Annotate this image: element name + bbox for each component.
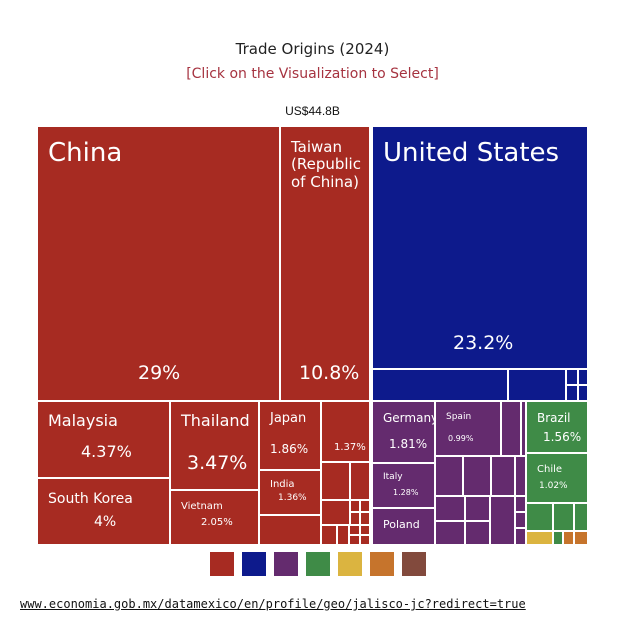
legend-swatch-other[interactable] <box>402 552 426 576</box>
cell-label: Malaysia <box>48 411 118 430</box>
cell-share: 2.05% <box>201 517 233 528</box>
select-instruction[interactable]: [Click on the Visualization to Select] <box>186 66 439 82</box>
treemap-cell[interactable] <box>553 503 574 531</box>
legend <box>210 552 426 576</box>
treemap-cell[interactable] <box>435 496 465 521</box>
treemap-cell-united-states[interactable]: United States 23.2% <box>372 126 588 369</box>
cell-label: Thailand <box>181 411 250 430</box>
treemap-cell[interactable] <box>350 462 370 500</box>
treemap-cell[interactable] <box>501 401 521 456</box>
treemap-cell[interactable] <box>321 462 350 500</box>
treemap-cell[interactable] <box>435 521 465 545</box>
cell-label: Germany <box>383 411 439 425</box>
treemap-cell[interactable] <box>360 535 370 545</box>
treemap-cell-poland[interactable]: Poland <box>372 508 435 545</box>
treemap-cell-vietnam[interactable]: Vietnam 2.05% <box>170 490 259 545</box>
treemap-cell[interactable] <box>435 456 463 496</box>
legend-swatch-africa[interactable] <box>370 552 394 576</box>
treemap-cell[interactable] <box>491 456 515 496</box>
treemap-cell[interactable] <box>578 385 588 401</box>
treemap-cell-south-korea[interactable]: South Korea 4% <box>37 478 170 545</box>
treemap-cell[interactable] <box>526 531 553 545</box>
treemap-cell-spain[interactable]: Spain 0.99% <box>435 401 501 456</box>
treemap-cell[interactable] <box>521 401 526 456</box>
cell-share: 1.36% <box>278 493 307 503</box>
treemap-cell[interactable] <box>360 512 370 525</box>
treemap-cell-chile[interactable]: Chile 1.02% <box>526 453 588 503</box>
cell-label: India <box>270 479 295 490</box>
cell-share: 23.2% <box>453 332 514 354</box>
treemap-cell[interactable] <box>463 456 491 496</box>
cell-label: Poland <box>383 518 420 531</box>
cell-share: 1.56% <box>543 430 582 444</box>
cell-share: 10.8% <box>299 362 360 384</box>
treemap-cell[interactable] <box>508 369 566 401</box>
legend-swatch-asia[interactable] <box>210 552 234 576</box>
treemap-cell[interactable] <box>259 515 321 545</box>
cell-label: Taiwan (Republic of China) <box>291 138 361 191</box>
treemap-cell[interactable] <box>350 500 360 512</box>
treemap-cell[interactable] <box>490 496 515 545</box>
treemap-cell[interactable] <box>465 521 490 545</box>
cell-label: China <box>48 138 123 168</box>
treemap-cell[interactable] <box>337 525 349 545</box>
cell-share: 0.99% <box>448 434 474 443</box>
treemap-cell[interactable] <box>578 369 588 385</box>
treemap[interactable]: China 29% Taiwan (Republic of China) 10.8% U… <box>37 126 588 545</box>
treemap-cell-brazil[interactable]: Brazil 1.56% <box>526 401 588 453</box>
treemap-cell-germany[interactable]: Germany 1.81% <box>372 401 439 463</box>
treemap-cell-taiwan-republic-of-china[interactable]: Taiwan (Republic of China) 10.8% <box>280 126 370 401</box>
treemap-cell[interactable] <box>515 496 526 512</box>
treemap-cell-china[interactable]: China 29% <box>37 126 280 401</box>
legend-swatch-north-america[interactable] <box>242 552 266 576</box>
treemap-cell[interactable] <box>563 531 574 545</box>
cell-label: United States <box>383 138 560 168</box>
chart-title: Trade Origins (2024) <box>235 40 390 58</box>
treemap-cell-thailand[interactable]: Thailand 3.47% <box>170 401 259 490</box>
cell-label: Spain <box>446 412 472 422</box>
treemap-cell[interactable] <box>515 512 526 528</box>
cell-share: 4% <box>94 514 117 530</box>
treemap-cell-japan[interactable]: Japan 1.86% <box>259 401 321 470</box>
source-link[interactable]: www.economia.gob.mx/datamexico/en/profil… <box>20 597 526 611</box>
treemap-cell[interactable]: 1.37% <box>321 401 370 462</box>
cell-share: 3.47% <box>187 452 248 474</box>
treemap-cell[interactable] <box>553 531 563 545</box>
cell-share: 1.37% <box>334 442 366 453</box>
treemap-cell[interactable] <box>350 512 360 525</box>
cell-label: Italy <box>383 472 403 482</box>
treemap-cell[interactable] <box>566 385 578 401</box>
legend-swatch-oceania[interactable] <box>338 552 362 576</box>
total-value: US$44.8B <box>285 104 340 118</box>
legend-swatch-south-america[interactable] <box>306 552 330 576</box>
treemap-cell-italy[interactable]: Italy 1.28% <box>372 463 435 508</box>
treemap-cell[interactable] <box>526 503 553 531</box>
treemap-cell[interactable] <box>566 369 578 385</box>
cell-share: 1.86% <box>270 442 309 456</box>
treemap-cell[interactable] <box>465 496 490 521</box>
treemap-cell[interactable] <box>349 525 360 535</box>
cell-label: Chile <box>537 464 563 475</box>
treemap-cell[interactable] <box>372 369 508 401</box>
treemap-cell[interactable] <box>360 500 370 512</box>
cell-share: 29% <box>138 362 181 384</box>
cell-label: Japan <box>270 411 307 426</box>
cell-label: Brazil <box>537 411 571 425</box>
treemap-cell[interactable] <box>321 500 350 525</box>
cell-label: South Korea <box>48 491 133 507</box>
cell-share: 1.28% <box>393 488 419 497</box>
treemap-cell[interactable] <box>574 503 588 531</box>
cell-share: 1.81% <box>389 437 428 451</box>
treemap-cell-malaysia[interactable]: Malaysia 4.37% <box>37 401 170 478</box>
treemap-cell[interactable] <box>515 456 526 496</box>
cell-label: Vietnam <box>181 501 223 512</box>
treemap-cell-india[interactable]: India 1.36% <box>259 470 321 515</box>
treemap-cell[interactable] <box>321 525 337 545</box>
treemap-cell[interactable] <box>574 531 588 545</box>
legend-swatch-europe[interactable] <box>274 552 298 576</box>
treemap-cell[interactable] <box>360 525 370 535</box>
cell-share: 1.02% <box>539 481 568 491</box>
treemap-cell[interactable] <box>349 535 360 545</box>
cell-share: 4.37% <box>81 442 132 461</box>
